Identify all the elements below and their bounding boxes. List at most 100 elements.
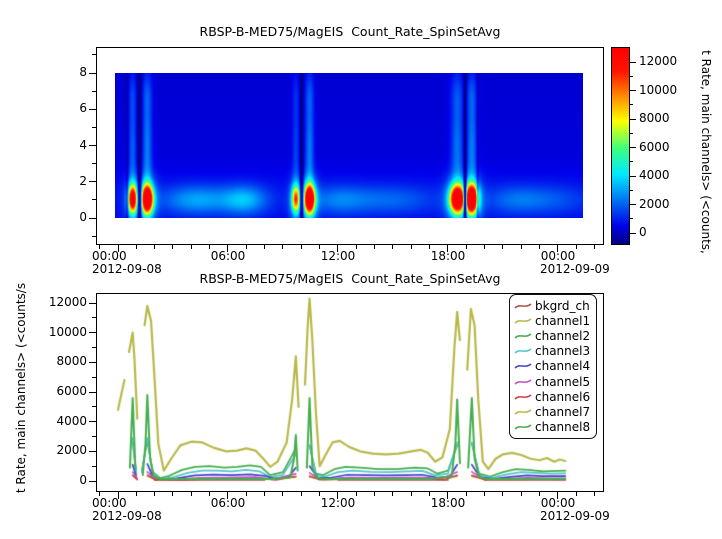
spectrogram-y-tick-label: 0 xyxy=(79,210,87,224)
x-tick-label: 06:00 xyxy=(210,249,246,263)
tick-mark xyxy=(154,245,156,249)
tick-mark xyxy=(374,245,376,249)
line-chart-y-tick-label: 6000 xyxy=(56,384,87,398)
legend: bkgrd_ch channel1 channel2 channel3 channel4… xyxy=(509,294,597,439)
line-chart-title: RBSP-B-MED75/MagEIS Count_Rate_SpinSetAv… xyxy=(199,271,501,286)
line-chart-y-tick-label: 8000 xyxy=(56,354,87,369)
tick-mark xyxy=(447,245,449,252)
tick-mark xyxy=(630,118,636,120)
x-tick-label: 06:00 xyxy=(210,496,246,510)
tick-mark xyxy=(245,492,247,496)
tick-mark xyxy=(630,132,633,134)
tick-mark xyxy=(89,145,96,146)
tick-mark xyxy=(300,492,302,496)
legend-line-sample xyxy=(514,333,532,339)
x-tick-label: 00:00 xyxy=(540,249,576,263)
line-chart-y-tick-label: 2000 xyxy=(56,443,87,458)
tick-mark xyxy=(319,245,321,249)
tick-mark xyxy=(99,492,101,496)
x-tick-label: 12:00 xyxy=(320,249,356,263)
tick-mark xyxy=(630,61,636,63)
tick-mark xyxy=(89,217,96,219)
colorbar-axis-label: t Rate, main channels> (<counts, xyxy=(699,50,713,254)
colorbar-tick-label: 12000 xyxy=(639,54,678,68)
tick-mark xyxy=(190,492,192,496)
legend-line-sample xyxy=(514,409,532,415)
x-tick-label: 00:00 xyxy=(92,496,127,510)
tick-mark xyxy=(227,245,229,252)
tick-mark xyxy=(89,72,96,74)
tick-mark xyxy=(300,245,302,249)
tick-mark xyxy=(89,421,96,423)
x-tick-label: 00:00 xyxy=(92,249,127,263)
tick-mark xyxy=(374,492,376,496)
line-chart-y-tick-label: 0 xyxy=(79,473,87,487)
tick-mark xyxy=(630,75,633,77)
tick-mark xyxy=(337,492,339,499)
legend-label: channel7 xyxy=(535,405,591,420)
tick-mark xyxy=(630,204,636,205)
x-tick-label: 12:00 xyxy=(320,496,356,510)
line-chart-y-tick-label: 10000 xyxy=(48,324,87,339)
legend-line-sample xyxy=(514,318,532,324)
tick-mark xyxy=(429,492,431,496)
line-chart-panel[interactable] xyxy=(96,293,604,492)
colorbar-tick-label: 6000 xyxy=(639,139,670,154)
tick-mark xyxy=(630,189,633,191)
spectrogram-y-tick-label: 6 xyxy=(79,101,87,116)
tick-mark xyxy=(89,480,96,482)
legend-item-channel7: channel7 xyxy=(514,405,592,420)
tick-mark xyxy=(245,245,247,249)
tick-mark xyxy=(89,361,96,363)
x-tick-label: 00:00 xyxy=(540,496,576,510)
tick-mark xyxy=(630,175,636,177)
x-tick-label: 18:00 xyxy=(430,496,466,510)
legend-label: channel3 xyxy=(535,344,591,359)
legend-line-sample xyxy=(514,348,532,354)
tick-mark xyxy=(630,218,633,220)
tick-mark xyxy=(520,492,522,496)
tick-mark xyxy=(539,492,541,496)
tick-mark xyxy=(135,245,137,249)
legend-item-channel2: channel2 xyxy=(514,329,592,344)
tick-mark xyxy=(89,332,96,334)
line-chart-y-tick-label: 4000 xyxy=(56,413,87,428)
spectrogram-y-tick-label: 8 xyxy=(79,65,87,79)
colorbar-gradient xyxy=(612,48,629,244)
colorbar-tick-label: 8000 xyxy=(639,111,670,125)
legend-label: bkgrd_ch xyxy=(535,298,590,313)
legend-line-sample xyxy=(514,302,532,309)
tick-mark xyxy=(575,492,577,496)
tick-mark xyxy=(484,492,486,496)
spectrogram-panel[interactable] xyxy=(96,47,604,245)
legend-label: channel6 xyxy=(535,389,591,404)
tick-mark xyxy=(89,108,96,110)
colorbar-tick-label: 0 xyxy=(639,225,647,239)
tick-mark xyxy=(89,302,96,304)
legend-line-sample xyxy=(514,424,532,430)
tick-mark xyxy=(410,492,412,496)
tick-mark xyxy=(117,245,119,252)
spectrogram-image[interactable] xyxy=(115,73,583,218)
legend-line-sample xyxy=(514,379,532,385)
tick-mark xyxy=(539,245,541,249)
tick-mark xyxy=(117,492,119,499)
legend-label: channel1 xyxy=(535,313,591,328)
tick-mark xyxy=(89,391,96,393)
tick-mark xyxy=(172,245,174,249)
tick-mark xyxy=(282,492,284,496)
tick-mark xyxy=(99,245,101,249)
tick-mark xyxy=(575,245,577,249)
tick-mark xyxy=(392,492,394,496)
tick-mark xyxy=(630,90,636,91)
tick-mark xyxy=(630,147,636,148)
legend-line-sample xyxy=(514,363,532,370)
tick-mark xyxy=(502,245,504,249)
tick-mark xyxy=(172,492,174,496)
tick-mark xyxy=(190,245,192,249)
tick-mark xyxy=(89,450,96,452)
spectrogram-y-tick-label: 4 xyxy=(79,137,87,152)
tick-mark xyxy=(264,245,266,249)
colorbar-tick-label: 2000 xyxy=(639,196,670,211)
tick-mark xyxy=(557,245,559,252)
